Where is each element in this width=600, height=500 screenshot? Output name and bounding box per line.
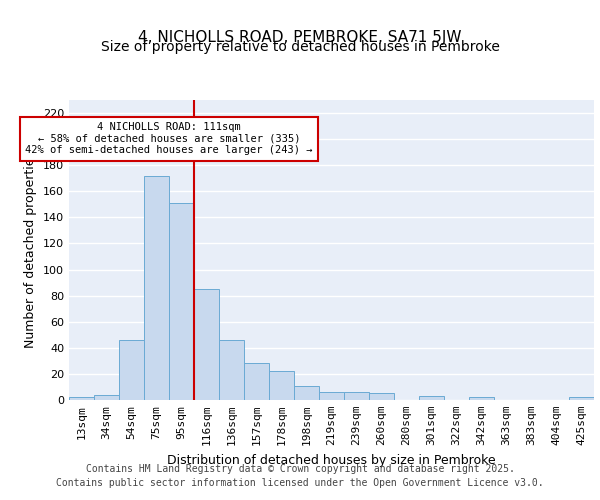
Bar xyxy=(319,392,344,400)
Text: Size of property relative to detached houses in Pembroke: Size of property relative to detached ho… xyxy=(101,40,499,54)
Bar xyxy=(244,364,269,400)
Bar xyxy=(144,176,169,400)
Bar xyxy=(119,340,144,400)
Bar xyxy=(569,398,594,400)
Bar xyxy=(69,398,94,400)
Bar xyxy=(94,395,119,400)
Bar xyxy=(219,340,244,400)
Bar xyxy=(294,386,319,400)
X-axis label: Distribution of detached houses by size in Pembroke: Distribution of detached houses by size … xyxy=(167,454,496,466)
Bar xyxy=(419,396,444,400)
Bar xyxy=(169,203,194,400)
Bar xyxy=(194,289,219,400)
Bar xyxy=(344,392,369,400)
Bar xyxy=(369,394,394,400)
Text: 4, NICHOLLS ROAD, PEMBROKE, SA71 5JW: 4, NICHOLLS ROAD, PEMBROKE, SA71 5JW xyxy=(138,30,462,45)
Bar xyxy=(269,372,294,400)
Bar xyxy=(469,398,494,400)
Y-axis label: Number of detached properties: Number of detached properties xyxy=(25,152,37,348)
Text: 4 NICHOLLS ROAD: 111sqm
← 58% of detached houses are smaller (335)
42% of semi-d: 4 NICHOLLS ROAD: 111sqm ← 58% of detache… xyxy=(25,122,313,156)
Text: Contains HM Land Registry data © Crown copyright and database right 2025.
Contai: Contains HM Land Registry data © Crown c… xyxy=(56,464,544,487)
